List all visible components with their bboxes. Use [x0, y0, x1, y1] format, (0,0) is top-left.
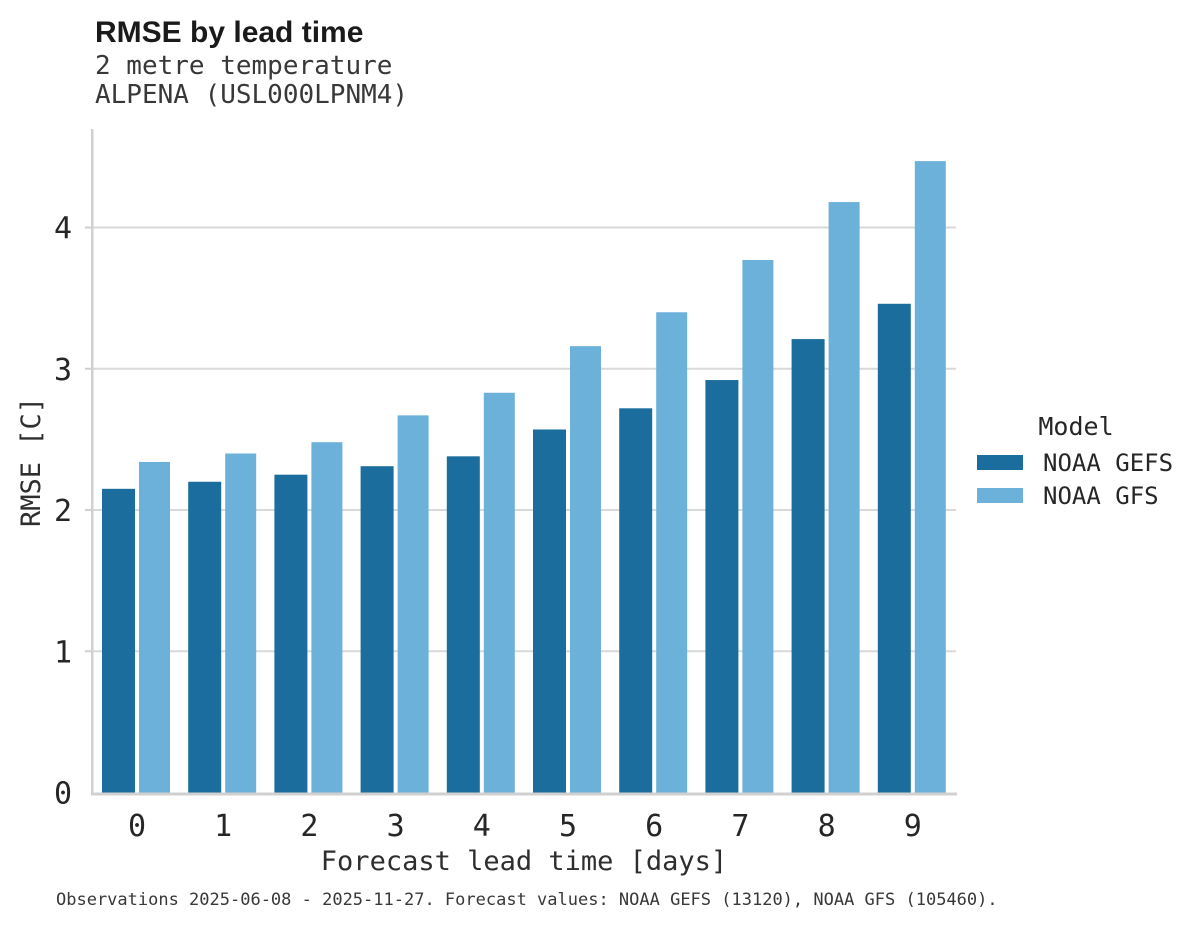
- gridline-y-2: [93, 509, 956, 511]
- x-axis-title: Forecast lead time [days]: [321, 846, 727, 877]
- bar-noaa-gefs-lead-6: [619, 408, 653, 793]
- y-tick-label-0: 0: [54, 777, 72, 812]
- grid-layer: [85, 226, 956, 653]
- gridline-y-1: [93, 650, 956, 653]
- y-tick-mark: [85, 650, 93, 653]
- bar-noaa-gefs-lead-1: [188, 481, 222, 793]
- bar-noaa-gefs-lead-7: [705, 380, 739, 793]
- bar-noaa-gfs-lead-2: [311, 442, 343, 793]
- x-tick-label-5: 5: [559, 809, 577, 844]
- x-tick-label-3: 3: [387, 809, 405, 844]
- x-tick-label-1: 1: [214, 809, 232, 844]
- legend-swatch: [977, 455, 1023, 470]
- x-tick-label-6: 6: [645, 809, 663, 844]
- subtitle-station: ALPENA (USL000LPNM4): [95, 80, 409, 110]
- bar-noaa-gefs-lead-9: [877, 303, 911, 793]
- x-tick-label-8: 8: [818, 809, 836, 844]
- bar-noaa-gfs-lead-9: [914, 161, 946, 793]
- y-axis-title: RMSE [C]: [16, 397, 47, 527]
- legend-label: NOAA GEFS: [1043, 448, 1174, 477]
- y-axis-spine: [91, 129, 94, 795]
- y-tick-mark: [85, 226, 93, 229]
- y-tick-label-4: 4: [54, 212, 72, 247]
- bars-layer: [102, 161, 946, 793]
- x-axis-spine: [91, 792, 957, 796]
- x-tick-label-2: 2: [300, 809, 318, 844]
- legend-swatch: [977, 488, 1023, 503]
- bar-noaa-gefs-lead-2: [274, 474, 308, 793]
- y-tick-mark: [85, 367, 93, 370]
- bar-noaa-gefs-lead-4: [446, 456, 480, 793]
- bar-noaa-gfs-lead-4: [483, 392, 515, 793]
- axes-layer: [91, 129, 957, 796]
- chart-subtitle: 2 metre temperature ALPENA (USL000LPNM4): [95, 52, 408, 110]
- bar-noaa-gfs-lead-8: [828, 202, 860, 793]
- bar-noaa-gfs-lead-0: [139, 461, 170, 793]
- subtitle-variable: 2 metre temperature: [95, 51, 393, 81]
- legend-entry-noaa-gefs: NOAA GEFS: [977, 446, 1187, 479]
- bar-noaa-gfs-lead-3: [397, 415, 429, 793]
- gridline-y-3: [93, 367, 956, 370]
- x-tick-label-0: 0: [128, 809, 146, 844]
- bar-noaa-gfs-lead-1: [225, 453, 257, 793]
- x-tick-label-4: 4: [473, 809, 491, 844]
- x-tick-label-7: 7: [731, 809, 749, 844]
- legend-entry-noaa-gfs: NOAA GFS: [977, 479, 1187, 512]
- y-tick-label-2: 2: [54, 494, 72, 529]
- legend-label: NOAA GFS: [1043, 481, 1159, 510]
- legend-rows: NOAA GEFS NOAA GFS: [977, 446, 1187, 512]
- y-tick-label-3: 3: [54, 353, 72, 388]
- x-tick-label-9: 9: [904, 809, 922, 844]
- bar-noaa-gefs-lead-0: [102, 488, 135, 793]
- bar-noaa-gefs-lead-3: [360, 466, 394, 793]
- legend: Model NOAA GEFS NOAA GFS: [977, 412, 1187, 512]
- footer-caption: Observations 2025-06-08 - 2025-11-27. Fo…: [56, 890, 998, 910]
- bar-noaa-gefs-lead-5: [533, 429, 566, 793]
- bar-noaa-gefs-lead-8: [791, 339, 825, 793]
- bar-noaa-gfs-lead-6: [656, 312, 688, 793]
- y-tick-mark: [85, 509, 93, 511]
- gridline-y-4: [93, 226, 956, 229]
- ticks-layer: 0 1 2 3 4 0 1 2 3 4 5 6 7 8 9: [54, 212, 922, 845]
- page-title: RMSE by lead time: [95, 16, 364, 49]
- legend-title: Model: [1038, 412, 1114, 441]
- bar-noaa-gfs-lead-5: [570, 346, 601, 793]
- y-tick-label-1: 1: [54, 635, 72, 670]
- bar-noaa-gfs-lead-7: [742, 259, 774, 793]
